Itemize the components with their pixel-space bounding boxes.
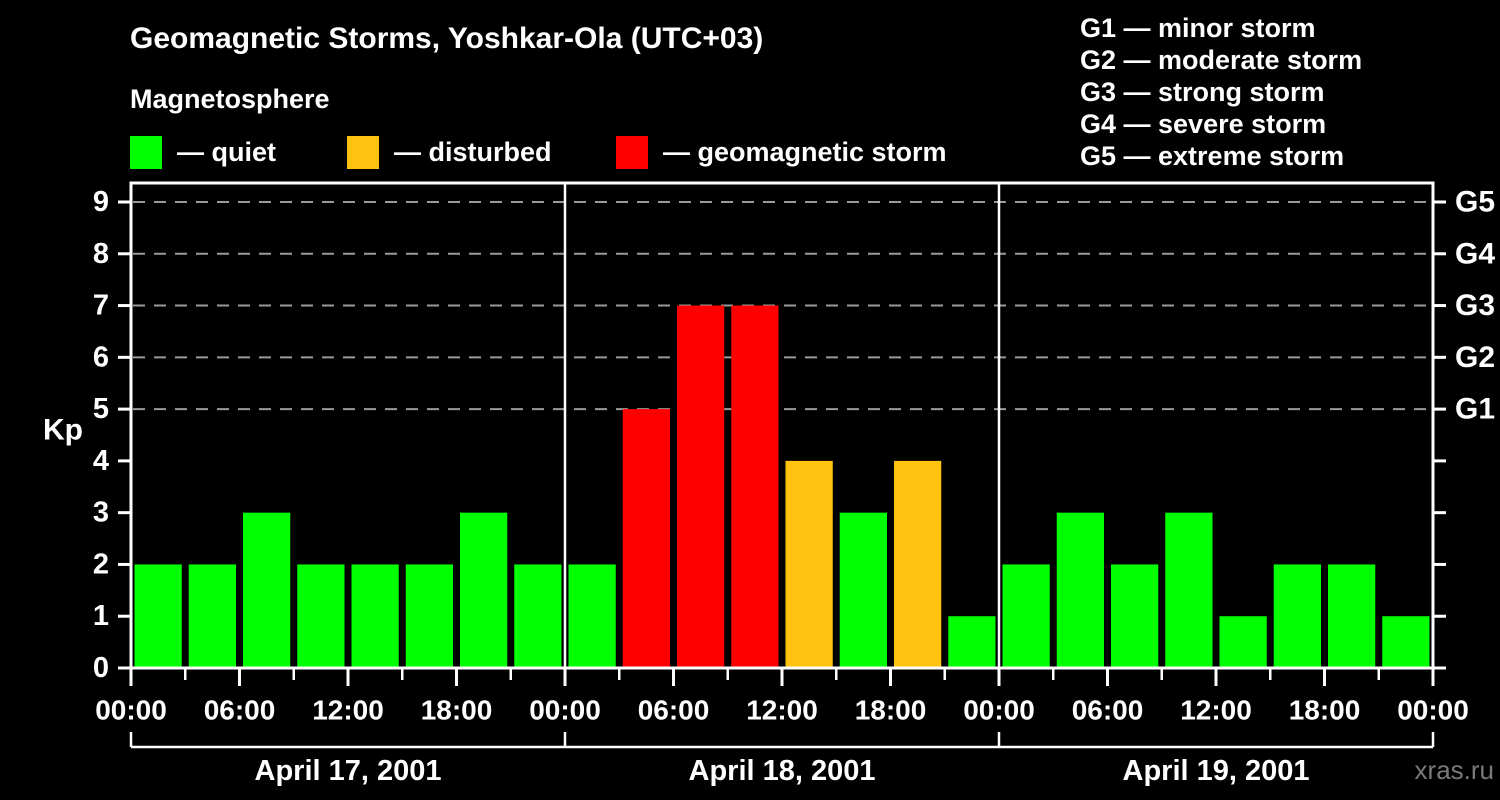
kp-bar (1111, 564, 1159, 667)
x-tick-label: 12:00 (1180, 695, 1252, 726)
kp-bar (514, 564, 562, 667)
watermark: xras.ru (1414, 755, 1494, 785)
magnetosphere-label: Magnetosphere (130, 84, 330, 114)
kp-bar (1056, 512, 1104, 667)
x-tick-label: 00:00 (963, 695, 1035, 726)
kp-bar (568, 564, 616, 667)
y-tick-label: 5 (93, 393, 109, 425)
x-tick-label: 06:00 (638, 695, 710, 726)
kp-bar (351, 564, 399, 667)
page-title: Geomagnetic Storms, Yoshkar-Ola (UTC+03) (130, 22, 764, 55)
kp-bar (1328, 564, 1376, 667)
legend-item-storm: — geomagnetic storm (616, 135, 947, 169)
x-tick-label: 12:00 (312, 695, 384, 726)
x-tick-label: 00:00 (529, 695, 601, 726)
g1-legend-line: G1 — minor storm (1080, 13, 1316, 43)
kp-bar (134, 564, 182, 667)
y-tick-label: 3 (93, 497, 109, 529)
x-tick-label: 06:00 (1072, 695, 1144, 726)
disturbed-color-swatch (347, 135, 379, 169)
y-tick-label: 6 (93, 341, 109, 373)
storm-legend-label: — geomagnetic storm (663, 136, 947, 167)
legend-item-quiet: — quiet (130, 135, 276, 169)
y-tick-label: 7 (93, 290, 109, 322)
y-tick-label: 1 (93, 600, 109, 632)
kp-bar (622, 409, 670, 667)
g2-legend-line: G2 — moderate storm (1080, 45, 1363, 75)
plot-border (129, 181, 1435, 670)
kp-bar (1165, 512, 1213, 667)
x-tick-label: 00:00 (1397, 695, 1469, 726)
storm-scale-legend: G1 — minor storm G2 — moderate storm G3 … (1080, 12, 1362, 172)
date-label: April 17, 2001 (255, 755, 442, 787)
kp-bar (731, 305, 779, 667)
kp-bar (677, 305, 725, 667)
x-tick-label: 00:00 (95, 695, 167, 726)
g-scale-label: G5 (1455, 186, 1495, 219)
g3-legend-line: G3 — strong storm (1080, 77, 1325, 107)
kp-bar (405, 564, 453, 667)
g-scale-label: G2 (1455, 341, 1495, 374)
y-axis-title: Kp (43, 413, 83, 446)
g4-legend-line: G4 — severe storm (1080, 109, 1327, 139)
kp-bar (1273, 564, 1321, 667)
kp-bar (1219, 616, 1267, 667)
y-tick-label: 4 (93, 445, 109, 477)
x-tick-label: 18:00 (1289, 695, 1361, 726)
g-scale-label: G3 (1455, 289, 1495, 322)
kp-bar (948, 616, 996, 667)
g-scale-label: G1 (1455, 393, 1495, 426)
date-label: April 18, 2001 (689, 755, 876, 787)
kp-bar (1002, 564, 1050, 667)
kp-bar (839, 512, 887, 667)
kp-bar (1382, 616, 1430, 667)
kp-bar (460, 512, 508, 667)
y-tick-label: 2 (93, 548, 109, 580)
y-tick-label: 9 (93, 186, 109, 218)
storm-color-swatch (616, 135, 648, 169)
x-tick-label: 18:00 (421, 695, 493, 726)
disturbed-legend-label: — disturbed (394, 136, 552, 167)
kp-bar (188, 564, 236, 667)
g-scale-label: G4 (1455, 237, 1495, 270)
y-tick-label: 8 (93, 238, 109, 270)
x-tick-label: 06:00 (204, 695, 276, 726)
x-tick-label: 12:00 (746, 695, 818, 726)
kp-bar (785, 460, 833, 667)
quiet-legend-label: — quiet (177, 136, 276, 167)
legend-item-disturbed: — disturbed (347, 135, 552, 169)
quiet-color-swatch (130, 135, 162, 169)
date-label: April 19, 2001 (1123, 755, 1310, 787)
x-tick-label: 18:00 (855, 695, 927, 726)
g5-legend-line: G5 — extreme storm (1080, 141, 1345, 171)
kp-bar (894, 460, 942, 667)
kp-bar (297, 564, 345, 667)
kp-bar (243, 512, 291, 667)
y-tick-label: 0 (93, 652, 109, 684)
